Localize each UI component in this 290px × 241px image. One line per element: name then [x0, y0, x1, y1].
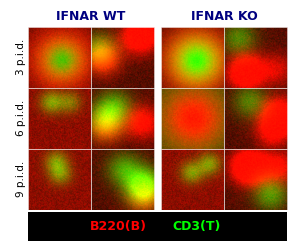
Text: 6 p.i.d.: 6 p.i.d. [16, 100, 26, 136]
Text: IFNAR KO: IFNAR KO [191, 10, 258, 23]
Text: IFNAR WT: IFNAR WT [56, 10, 125, 23]
Text: 3 p.i.d.: 3 p.i.d. [16, 39, 26, 75]
Text: 9 p.i.d.: 9 p.i.d. [16, 161, 26, 197]
Text: CD3(T): CD3(T) [172, 220, 220, 233]
Text: B220(B): B220(B) [90, 220, 147, 233]
